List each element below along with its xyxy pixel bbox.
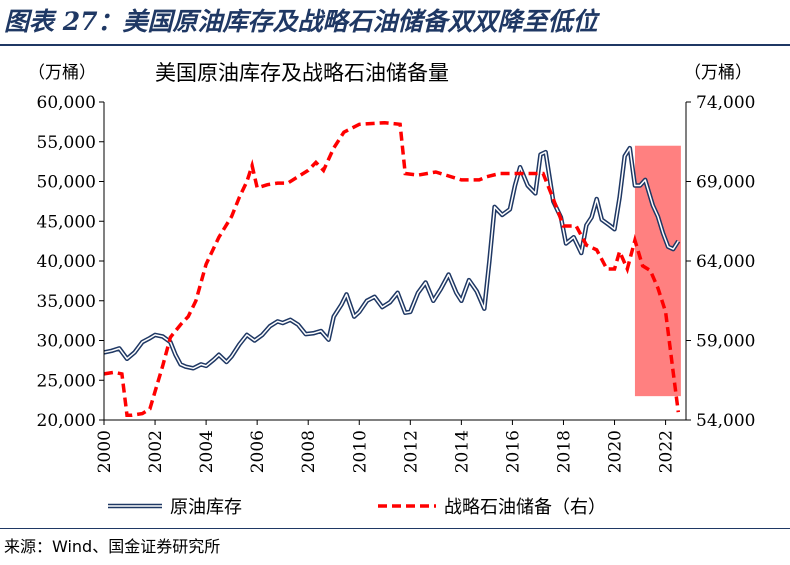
x-tick-label: 2008 <box>299 430 319 473</box>
left-tick-label: 55,000 <box>37 133 96 153</box>
x-tick-label: 2000 <box>95 430 115 473</box>
chart-title: 美国原油库存及战略石油储备量 <box>155 61 449 85</box>
source-note: 来源：Wind、国金证券研究所 <box>4 537 221 556</box>
x-tick-label: 2012 <box>401 430 421 473</box>
right-tick-label: 64,000 <box>696 252 755 272</box>
left-tick-label: 45,000 <box>37 212 96 232</box>
left-tick-label: 35,000 <box>37 292 96 312</box>
x-tick-label: 2018 <box>554 430 574 473</box>
source-rule <box>0 528 790 529</box>
left-tick-label: 60,000 <box>37 93 96 113</box>
left-tick-label: 30,000 <box>37 332 96 352</box>
left-axis-unit: （万桶） <box>28 63 96 83</box>
left-tick-label: 50,000 <box>37 173 96 193</box>
x-tick-label: 2014 <box>452 430 472 473</box>
x-tick-label: 2002 <box>146 430 166 473</box>
spr-line <box>103 120 681 417</box>
axes-layer: 20,000 25,000 30,000 35,000 40,000 45,000 50,0… <box>37 93 756 473</box>
legend: 原油库存 战略石油储备（右） <box>108 497 606 518</box>
x-tick-label: 2004 <box>197 430 217 473</box>
x-tick-label: 2006 <box>248 430 268 473</box>
x-tick-label: 2016 <box>503 430 523 473</box>
crude-line-outer <box>103 145 681 371</box>
right-tick-label: 74,000 <box>696 93 755 113</box>
crude-line-inner <box>103 147 679 370</box>
right-tick-label: 54,000 <box>696 411 755 431</box>
series-layer <box>103 120 681 417</box>
crude-spr-chart: 美国原油库存及战略石油储备量 （万桶） （万桶） 20,000 25,000 30,… <box>28 61 756 518</box>
figure-title: 图表 27：美国原油库存及战略石油储备双双降至低位 <box>4 7 598 36</box>
right-axis-unit: （万桶） <box>684 63 752 83</box>
legend-crude-label: 原油库存 <box>170 497 242 518</box>
x-tick-label: 2010 <box>350 430 370 473</box>
left-tick-label: 25,000 <box>37 371 96 391</box>
right-tick-label: 59,000 <box>696 332 755 352</box>
left-tick-label: 20,000 <box>37 411 96 431</box>
highlight-region <box>634 145 681 397</box>
x-tick-label: 2022 <box>657 430 677 473</box>
title-rule <box>0 44 790 46</box>
left-tick-label: 40,000 <box>37 252 96 272</box>
x-tick-label: 2020 <box>606 430 626 473</box>
right-tick-label: 69,000 <box>696 173 755 193</box>
legend-spr-label: 战略石油储备（右） <box>444 497 606 518</box>
